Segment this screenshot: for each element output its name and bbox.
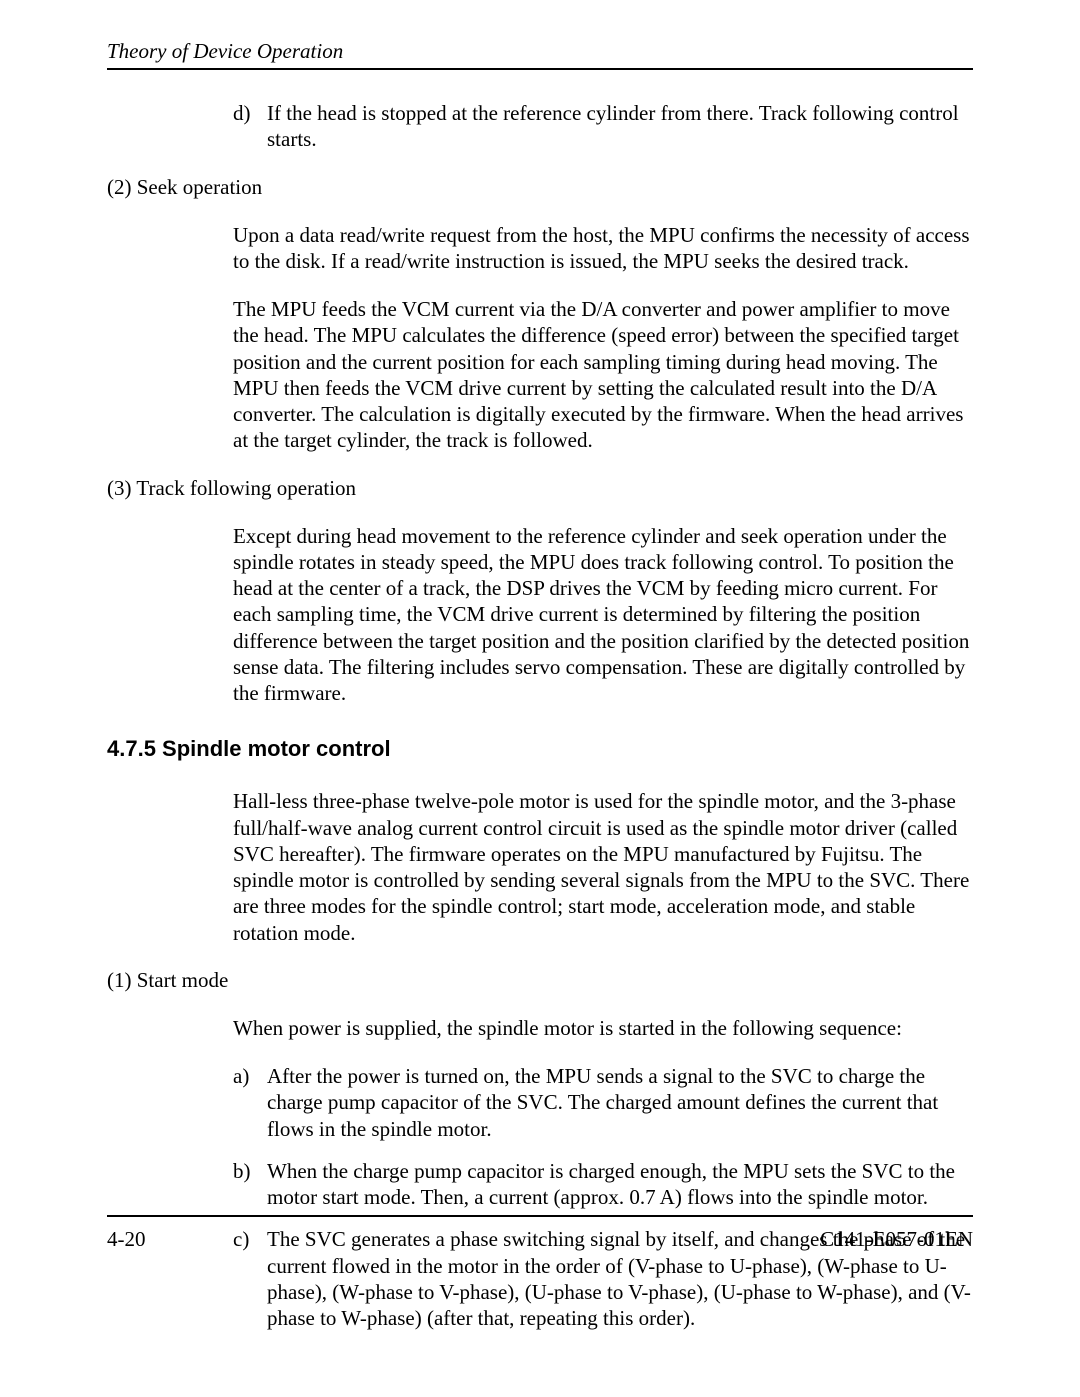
list-marker: d) [233, 100, 267, 153]
list-marker: a) [233, 1063, 267, 1142]
running-head: Theory of Device Operation [107, 39, 973, 70]
seek-paragraph-1: Upon a data read/write request from the … [233, 222, 973, 275]
subsection-label-2: (2) Seek operation [107, 175, 973, 200]
subsection-label-1: (1) Start mode [107, 968, 973, 993]
list-marker: b) [233, 1158, 267, 1211]
list-text: After the power is turned on, the MPU se… [267, 1063, 973, 1142]
page-footer: 4-20 C141-E057-01EN [107, 1215, 973, 1252]
document-id: C141-E057-01EN [820, 1227, 973, 1252]
list-item-a: a) After the power is turned on, the MPU… [233, 1063, 973, 1142]
startmode-intro: When power is supplied, the spindle moto… [233, 1015, 973, 1041]
list-text: When the charge pump capacitor is charge… [267, 1158, 973, 1211]
continued-list: d) If the head is stopped at the referen… [233, 100, 973, 153]
section-heading-4-7-5: 4.7.5 Spindle motor control [107, 736, 973, 762]
list-item-d: d) If the head is stopped at the referen… [233, 100, 973, 153]
trackfollow-paragraph: Except during head movement to the refer… [233, 523, 973, 707]
list-text: If the head is stopped at the reference … [267, 100, 973, 153]
spindle-intro: Hall-less three-phase twelve-pole motor … [233, 788, 973, 946]
list-item-b: b) When the charge pump capacitor is cha… [233, 1158, 973, 1211]
seek-paragraph-2: The MPU feeds the VCM current via the D/… [233, 296, 973, 454]
page: Theory of Device Operation d) If the hea… [0, 0, 1080, 1397]
page-number: 4-20 [107, 1227, 146, 1252]
subsection-label-3: (3) Track following operation [107, 476, 973, 501]
